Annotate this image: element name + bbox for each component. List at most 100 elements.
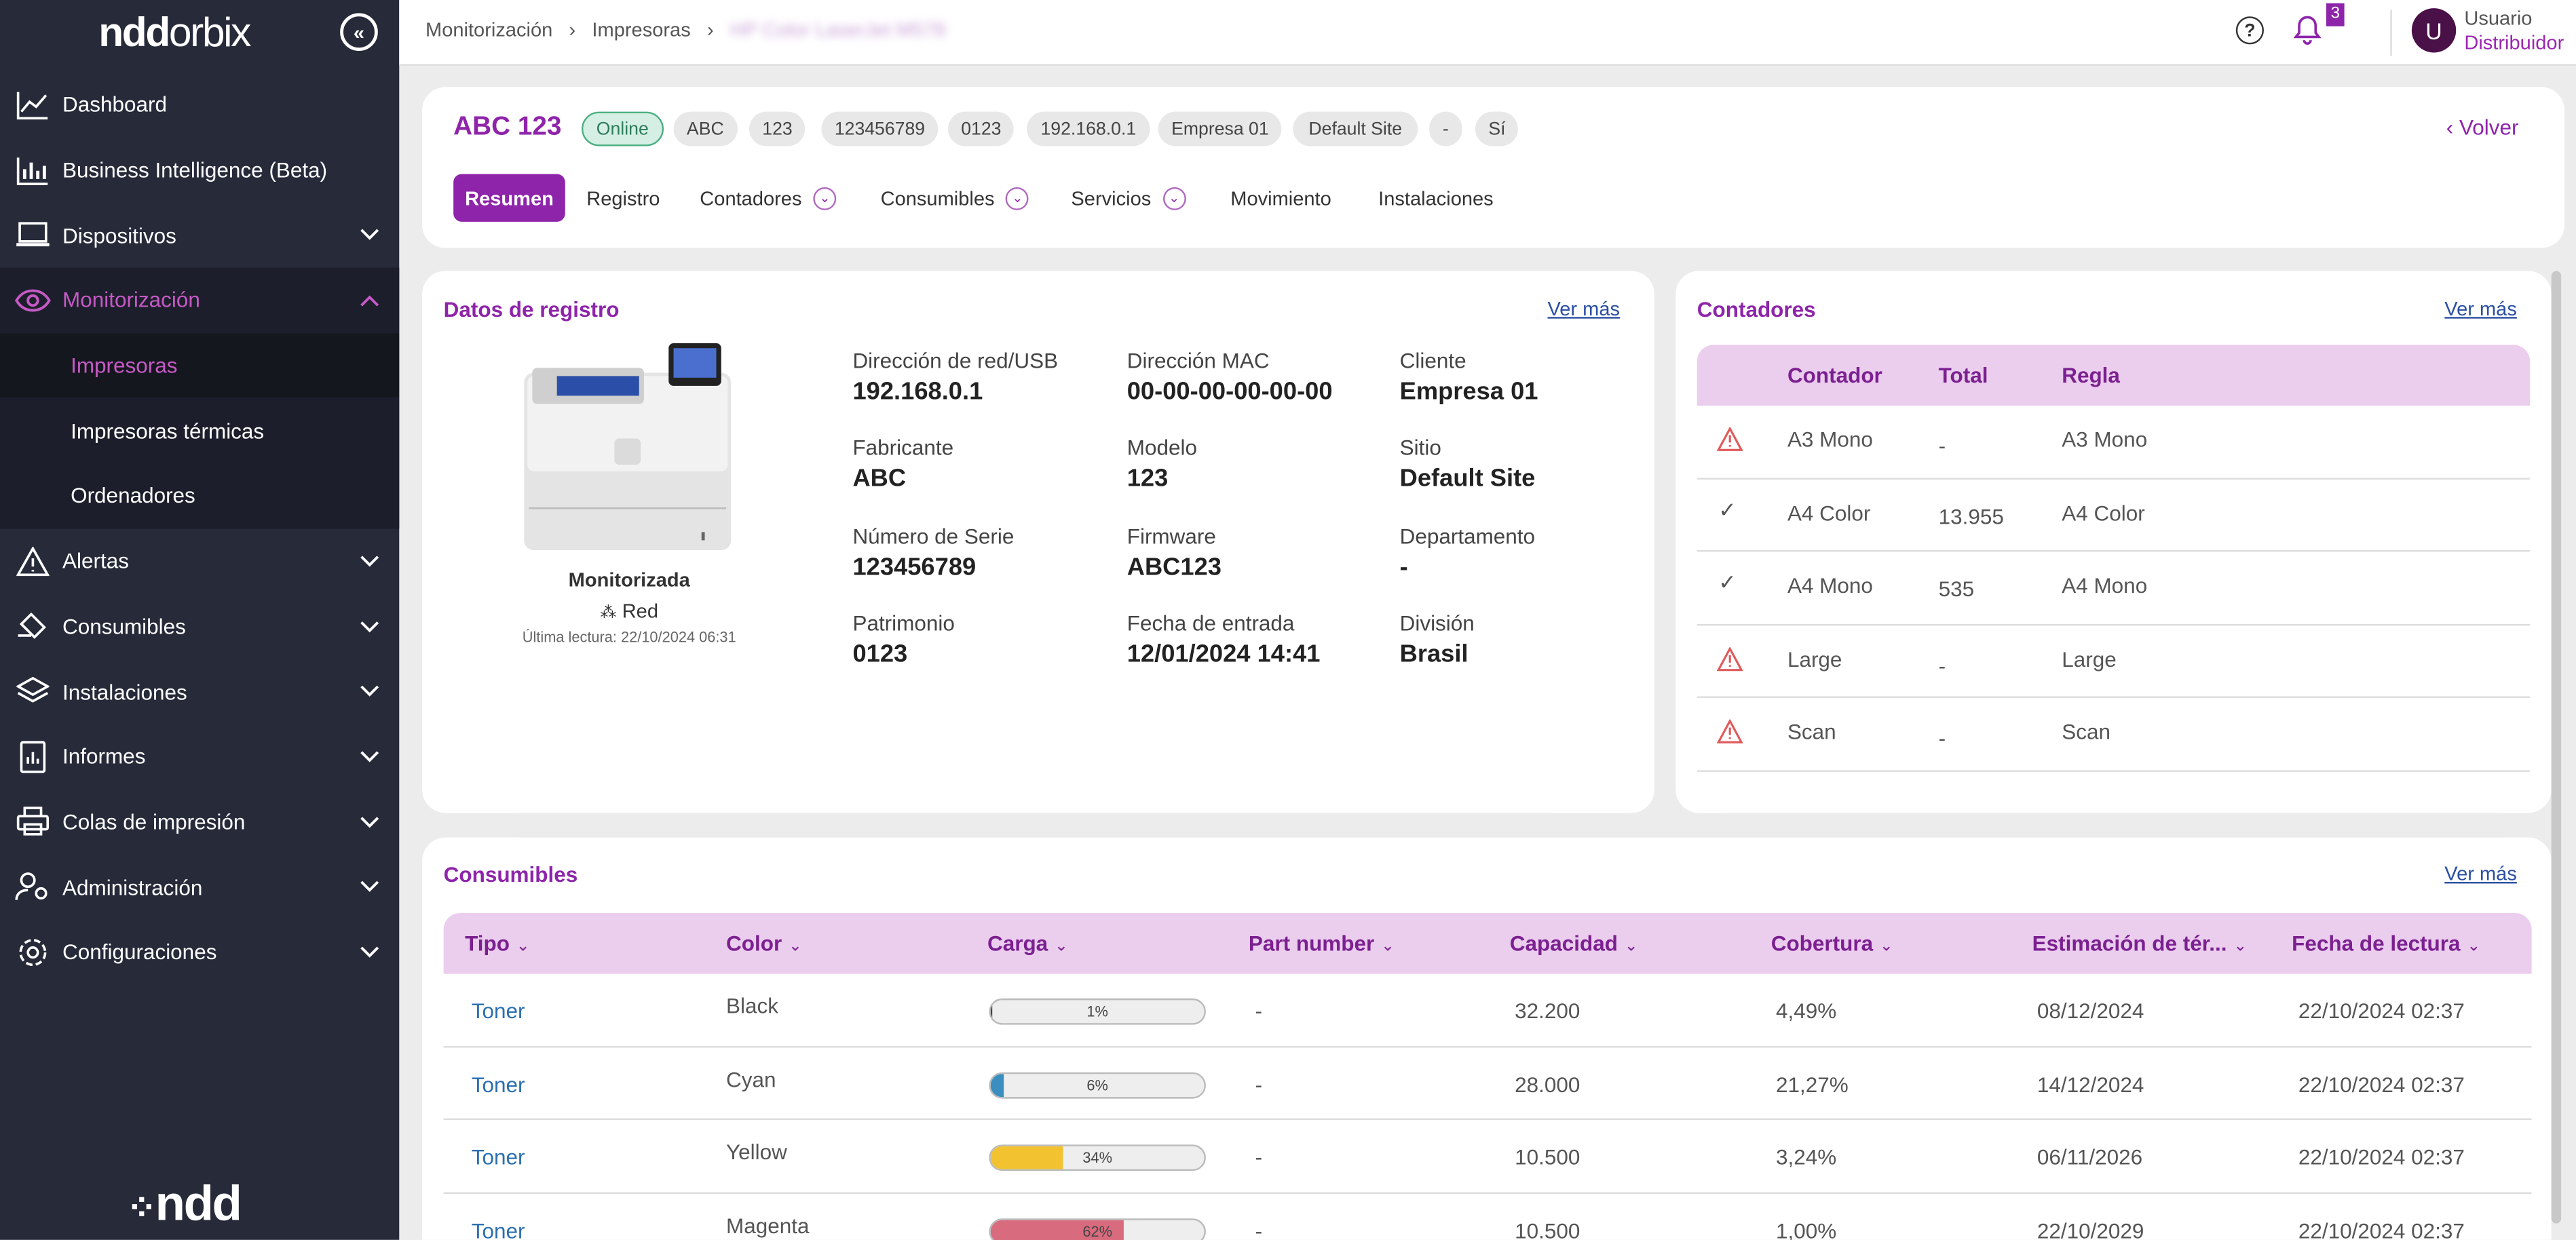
sidebar-item-monitorizaci-n[interactable]: Monitorización (0, 267, 400, 333)
consumibles-card: Consumibles Ver más Tipo ⌄ Color ⌄ Carga ⌄ Par… (422, 837, 2552, 1240)
field-label: Dirección de red/USB (852, 348, 1059, 373)
sidebar-item-configuraciones[interactable]: Configuraciones (0, 920, 399, 985)
sidebar-item-informes[interactable]: Informes (0, 724, 399, 789)
coverage: 1,00% (1775, 1218, 1837, 1240)
field-value: 00-00-00-00-00-00 (1126, 377, 1333, 406)
sidebar-item-label: Monitorización (62, 288, 200, 313)
sidebar-subitem-impresoras-t-rmicas[interactable]: Impresoras térmicas (0, 398, 400, 463)
table-row: Toner Cyan 6% - 28.000 21,27% 14/12/2024 22/10/… (443, 1047, 2532, 1121)
chevron-down-icon[interactable]: ⌄ (813, 186, 837, 210)
consumable-color: Cyan (726, 1066, 776, 1091)
read-date: 22/10/2024 02:37 (2298, 998, 2465, 1024)
sidebar-item-instalaciones[interactable]: Instalaciones (0, 659, 399, 724)
warning-icon (1716, 718, 1743, 749)
tab-label: Consumibles (880, 186, 995, 210)
consumibles-table-header: Tipo ⌄ Color ⌄ Carga ⌄ Part number ⌄ Capacidad ⌄ C… (443, 913, 2532, 974)
sidebar-item-alertas[interactable]: Alertas (0, 528, 399, 594)
charge-bar: 6% (989, 1071, 1206, 1098)
sidebar-item-label: Configuraciones (62, 939, 217, 965)
user-name[interactable]: Usuario (2464, 6, 2533, 30)
sidebar-subitem-impresoras[interactable]: Impresoras (0, 332, 400, 398)
consumable-type-link[interactable]: Toner (471, 1218, 525, 1240)
sidebar-item-consumibles[interactable]: Consumibles (0, 594, 399, 659)
column-header-label: Fecha de lectura (2292, 931, 2461, 956)
counter-rule: Scan (2062, 719, 2110, 744)
device-chip: - (1429, 111, 1462, 147)
scrollbar[interactable] (2551, 271, 2562, 1224)
column-header[interactable]: Tipo ⌄ (465, 931, 530, 956)
avatar[interactable]: U (2411, 8, 2457, 53)
connection-type: ⁂ Red (600, 599, 658, 623)
column-header[interactable]: Cobertura ⌄ (1771, 931, 1893, 956)
device-chip: 123 (749, 111, 806, 147)
chevron-down-icon (360, 874, 379, 899)
collapse-sidebar-button[interactable]: « (340, 13, 378, 52)
chevron-down-icon (360, 222, 379, 247)
help-icon[interactable]: ? (2235, 16, 2265, 45)
warning-icon (1716, 426, 1743, 457)
bar-chart-icon (15, 152, 51, 188)
capacity: 10.500 (1515, 1218, 1580, 1240)
network-icon: ⁂ (600, 604, 617, 623)
column-header[interactable]: Color ⌄ (726, 931, 802, 956)
tab-movimiento[interactable]: Movimiento (1230, 174, 1331, 222)
report-icon (15, 739, 51, 775)
column-header[interactable]: Estimación de tér... ⌄ (2032, 931, 2248, 956)
counter-total: 13.955 (1938, 503, 2004, 528)
sidebar-item-administraci-n[interactable]: Administración (0, 854, 399, 919)
tab-label: Resumen (465, 186, 554, 210)
bell-icon[interactable] (2293, 15, 2322, 54)
column-header[interactable]: Part number ⌄ (1249, 931, 1395, 956)
sidebar-subitem-ordenadores[interactable]: Ordenadores (0, 463, 400, 529)
counter-rule: Large (2062, 646, 2117, 671)
column-header[interactable]: Capacidad ⌄ (1510, 931, 1638, 956)
part-number: - (1255, 1144, 1263, 1169)
charge-bar: 1% (989, 998, 1206, 1025)
chevron-up-icon (360, 288, 379, 312)
contadores-title: Contadores (1697, 297, 1816, 322)
sidebar-item-label: Colas de impresión (62, 809, 246, 834)
capacity: 32.200 (1515, 998, 1580, 1024)
laptop-icon (15, 217, 51, 253)
field-label: Patrimonio (852, 611, 955, 636)
tab-consumibles[interactable]: Consumibles ⌄ (881, 174, 1029, 222)
column-header[interactable]: Fecha de lectura ⌄ (2292, 931, 2480, 956)
contadores-ver-mas-link[interactable]: Ver más (2444, 297, 2517, 321)
column-header-label: Estimación de tér... (2032, 931, 2227, 956)
counter-total: 535 (1938, 576, 1975, 602)
sidebar-item-colas-de-impresi-n[interactable]: Colas de impresión (0, 789, 399, 854)
consumable-type-link[interactable]: Toner (471, 998, 525, 1024)
consumable-type-link[interactable]: Toner (471, 1144, 525, 1169)
breadcrumb-impresoras[interactable]: Impresoras (592, 18, 691, 41)
field-value: Brasil (1399, 640, 1469, 669)
field-value: 0123 (852, 640, 908, 669)
column-header[interactable]: Carga ⌄ (987, 931, 1068, 956)
chevron-down-icon[interactable]: ⌄ (1006, 186, 1029, 210)
end-estimate: 14/12/2024 (2037, 1071, 2144, 1096)
tab-servicios[interactable]: Servicios ⌄ (1071, 174, 1186, 222)
sidebar-item-dispositivos[interactable]: Dispositivos (0, 203, 399, 268)
device-chip: Sí (1475, 111, 1519, 147)
registro-ver-mas-link[interactable]: Ver más (1547, 297, 1621, 321)
sidebar-item-dashboard[interactable]: Dashboard (0, 73, 399, 138)
consumibles-ver-mas-link[interactable]: Ver más (2444, 861, 2517, 885)
sidebar-item-label: Administración (62, 874, 203, 899)
tab-instalaciones[interactable]: Instalaciones (1378, 174, 1494, 222)
tab-label: Servicios (1071, 186, 1152, 210)
column-header-label: Tipo (465, 931, 510, 956)
volver-link[interactable]: ‹ Volver (2446, 115, 2519, 140)
sidebar-item-label: Informes (62, 744, 146, 769)
sidebar-item-business-intelligence-beta-[interactable]: Business Intelligence (Beta) (0, 138, 399, 203)
charge-bar: 34% (989, 1144, 1206, 1171)
user-role[interactable]: Distribuidor (2464, 31, 2564, 54)
chevron-down-icon (360, 548, 379, 573)
tab-resumen[interactable]: Resumen (453, 174, 565, 222)
consumable-type-link[interactable]: Toner (471, 1071, 525, 1096)
notification-badge: 3 (2326, 3, 2345, 26)
charge-bar-fill (990, 1219, 1123, 1240)
tab-contadores[interactable]: Contadores ⌄ (700, 174, 837, 222)
chevron-down-icon (360, 939, 379, 964)
tab-registro[interactable]: Registro (586, 174, 660, 222)
breadcrumb-monitorizacion[interactable]: Monitorización (425, 18, 553, 41)
chevron-down-icon[interactable]: ⌄ (1162, 186, 1186, 210)
